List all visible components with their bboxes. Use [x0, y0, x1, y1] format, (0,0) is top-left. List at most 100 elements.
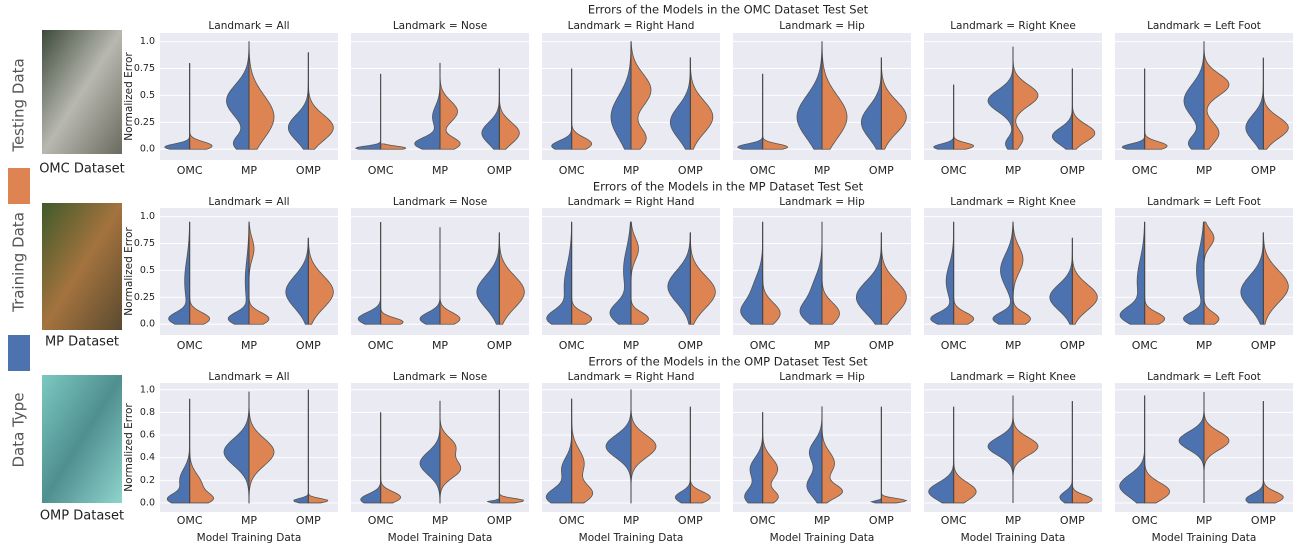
x-tick-label: MP	[1005, 514, 1021, 527]
x-tick-label: MP	[1196, 514, 1212, 527]
violin-half	[546, 221, 573, 325]
panel-title: Landmark = Right Knee	[950, 196, 1076, 208]
legend-swatch	[8, 335, 30, 371]
x-tick-label: MP	[814, 514, 830, 527]
panel-title: Landmark = Hip	[779, 196, 865, 208]
x-tick-label: OMC	[559, 164, 585, 177]
violin-half	[285, 237, 309, 325]
x-tick-label: OMP	[487, 339, 512, 352]
y-tick-label: 0.25	[134, 292, 155, 303]
x-tick-label: MP	[241, 339, 257, 352]
violin-half	[630, 221, 649, 325]
x-tick-label: MP	[1196, 164, 1212, 177]
x-tick-label: OMP	[869, 514, 894, 527]
panel-title: Landmark = Left Foot	[1147, 20, 1261, 32]
x-tick-label: MP	[623, 164, 639, 177]
x-tick-label: OMC	[368, 514, 394, 527]
x-tick-label: OMC	[1132, 164, 1158, 177]
x-tick-label: MP	[1005, 339, 1021, 352]
x-tick-label: OMC	[177, 164, 203, 177]
dataset-image	[42, 375, 122, 503]
panel-title: Landmark = All	[208, 371, 289, 383]
x-axis-label: Model Training Data	[388, 532, 493, 544]
y-tick-label: 0.0	[140, 497, 155, 508]
image-label: OMP Dataset	[40, 509, 124, 524]
x-tick-label: MP	[814, 164, 830, 177]
x-tick-label: OMP	[296, 339, 321, 352]
x-tick-label: MP	[1196, 339, 1212, 352]
dataset-image	[42, 30, 122, 154]
violin-half	[992, 221, 1014, 325]
x-tick-label: OMP	[678, 164, 703, 177]
legend-title: Data Type	[10, 392, 28, 467]
panel-title: Landmark = Left Foot	[1147, 196, 1261, 208]
x-tick-label: OMP	[869, 164, 894, 177]
panel-title: Landmark = Right Hand	[568, 196, 695, 208]
panel-title: Landmark = Right Hand	[568, 20, 695, 32]
y-tick-label: 0.5	[140, 90, 155, 101]
x-tick-label: MP	[814, 339, 830, 352]
violin-half	[307, 237, 334, 325]
x-tick-label: OMC	[941, 514, 967, 527]
x-tick-label: OMP	[678, 514, 703, 527]
x-tick-label: OMC	[750, 514, 776, 527]
violin-half	[1183, 41, 1205, 150]
x-tick-label: OMP	[678, 339, 703, 352]
y-tick-label: 0.8	[140, 407, 155, 418]
chart-title: Errors of the Models in the OMC Dataset …	[588, 3, 869, 17]
y-tick-label: 0.0	[140, 319, 155, 330]
x-tick-label: MP	[432, 164, 448, 177]
violin-half	[796, 41, 823, 150]
y-axis-label: Normalized Error	[123, 52, 135, 141]
violin-half	[821, 41, 848, 150]
x-tick-label: OMC	[177, 339, 203, 352]
x-tick-label: OMP	[869, 339, 894, 352]
x-tick-label: OMP	[1060, 164, 1085, 177]
x-tick-label: OMP	[1251, 514, 1276, 527]
dataset-image	[42, 203, 122, 330]
x-tick-label: OMC	[177, 514, 203, 527]
panel-title: Landmark = Nose	[393, 371, 487, 383]
x-tick-label: OMP	[296, 514, 321, 527]
y-axis-label: Normalized Error	[123, 227, 135, 316]
panel-title: Landmark = Left Foot	[1147, 371, 1261, 383]
violin-half	[168, 221, 191, 325]
violin-half	[1203, 41, 1230, 150]
panel-title: Landmark = Nose	[393, 196, 487, 208]
image-label: OMC Dataset	[39, 162, 125, 177]
legend-label: Training Data	[10, 212, 28, 313]
violin-half	[630, 41, 652, 150]
x-tick-label: OMC	[1132, 514, 1158, 527]
x-tick-label: MP	[432, 514, 448, 527]
y-tick-label: 0.4	[140, 452, 155, 463]
x-tick-label: OMC	[559, 514, 585, 527]
x-tick-label: MP	[432, 339, 448, 352]
x-tick-label: OMC	[941, 339, 967, 352]
violin-half	[1262, 232, 1289, 325]
violin-half	[609, 221, 632, 325]
x-tick-label: OMC	[1132, 339, 1158, 352]
x-axis-label: Model Training Data	[1152, 532, 1257, 544]
x-tick-label: OMC	[368, 339, 394, 352]
x-tick-label: MP	[623, 514, 639, 527]
x-axis-label: Model Training Data	[961, 532, 1066, 544]
x-tick-label: OMC	[941, 164, 967, 177]
panel-title: Landmark = Hip	[779, 20, 865, 32]
image-label: MP Dataset	[45, 335, 119, 350]
panel-title: Landmark = All	[208, 196, 289, 208]
y-tick-label: 0.5	[140, 265, 155, 276]
violin-half	[380, 143, 407, 150]
y-tick-label: 0.25	[134, 117, 155, 128]
chart-title: Errors of the Models in the MP Dataset T…	[593, 180, 864, 194]
violin-half	[226, 41, 250, 150]
x-tick-label: OMC	[559, 339, 585, 352]
panel-title: Landmark = Right Knee	[950, 20, 1076, 32]
panel-title: Landmark = All	[208, 20, 289, 32]
x-tick-label: OMC	[750, 339, 776, 352]
x-tick-label: OMC	[368, 164, 394, 177]
x-tick-label: MP	[1005, 164, 1021, 177]
panel-title: Landmark = Right Knee	[950, 371, 1076, 383]
violin-half	[248, 41, 275, 150]
violin-half	[1183, 221, 1205, 325]
